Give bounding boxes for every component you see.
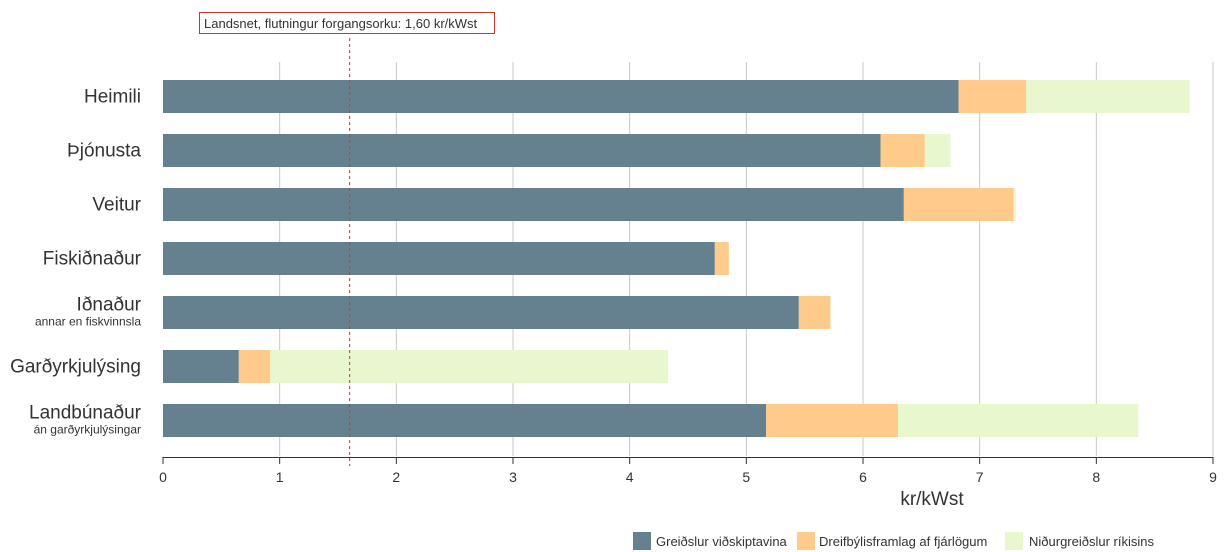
x-tick-label: 9 [1209, 469, 1217, 485]
bar-segment-2 [714, 242, 729, 275]
x-tick-label: 5 [742, 469, 750, 485]
bar-segment-3 [924, 134, 951, 167]
x-tick-label: 3 [509, 469, 517, 485]
bar-segment-3 [1026, 80, 1190, 113]
legend-swatch [633, 532, 651, 550]
category-sublabel: annar en fiskvinnsla [35, 315, 141, 329]
bar-segment-2 [238, 350, 271, 383]
legend-label: Niðurgreiðslur ríkisins [1029, 534, 1154, 549]
bar-segment-1 [163, 296, 799, 329]
x-tick-label: 2 [392, 469, 400, 485]
grid-lines [279, 62, 1214, 456]
x-tick-label: 4 [626, 469, 634, 485]
bar-segment-1 [163, 188, 904, 221]
x-tick-label: 1 [276, 469, 284, 485]
bar-segment-2 [958, 80, 1027, 113]
category-labels: Heimili Þjónusta Veitur Fiskiðnaður Iðnaðura… [10, 87, 142, 437]
bar-segment-2 [798, 296, 831, 329]
category-label: Garðyrkjulýsing [10, 357, 141, 378]
legend-swatch [1005, 532, 1023, 550]
bar-segment-3 [270, 350, 669, 383]
bar-segment-3 [830, 296, 832, 329]
x-tick-label: 8 [1092, 469, 1100, 485]
category-label: Þjónusta [67, 141, 141, 162]
x-tick-label: 6 [859, 469, 867, 485]
legend-label: Dreifbýlisframlag af fjárlögum [819, 534, 987, 549]
x-tick-label: 0 [159, 469, 167, 485]
category-label: Iðnaður [77, 295, 142, 316]
legend: Greiðslur viðskiptavina Dreifbýlisframlag… [633, 532, 1154, 550]
category-label: Fiskiðnaður [43, 249, 142, 270]
bars [163, 80, 1190, 437]
bar-segment-1 [163, 80, 959, 113]
reference-label: Landsnet, flutningur forgangsorku: 1,60 … [204, 16, 478, 31]
reference-label-box [199, 12, 495, 34]
x-tick-label: 7 [976, 469, 984, 485]
reference-line: Landsnet, flutningur forgangsorku: 1,60 … [199, 12, 495, 466]
category-sublabel: án garðyrkjulýsingar [34, 423, 141, 437]
x-axis: 0 1 2 3 4 5 6 7 8 9 [159, 457, 1217, 485]
bar-segment-3 [1013, 188, 1016, 221]
x-axis-title: kr/kWst [900, 489, 964, 510]
bar-segment-1 [163, 242, 715, 275]
bar-segment-3 [898, 404, 1139, 437]
bar-segment-2 [880, 134, 925, 167]
bar-segment-2 [903, 188, 1014, 221]
bar-segment-1 [163, 350, 239, 383]
category-label: Heimili [84, 87, 141, 108]
category-label: Landbúnaður [29, 403, 142, 424]
legend-label: Greiðslur viðskiptavina [656, 534, 788, 549]
category-label: Veitur [92, 195, 141, 216]
bar-segment-1 [163, 134, 881, 167]
bar-segment-2 [766, 404, 898, 437]
legend-swatch [797, 532, 815, 550]
bar-segment-1 [163, 404, 767, 437]
